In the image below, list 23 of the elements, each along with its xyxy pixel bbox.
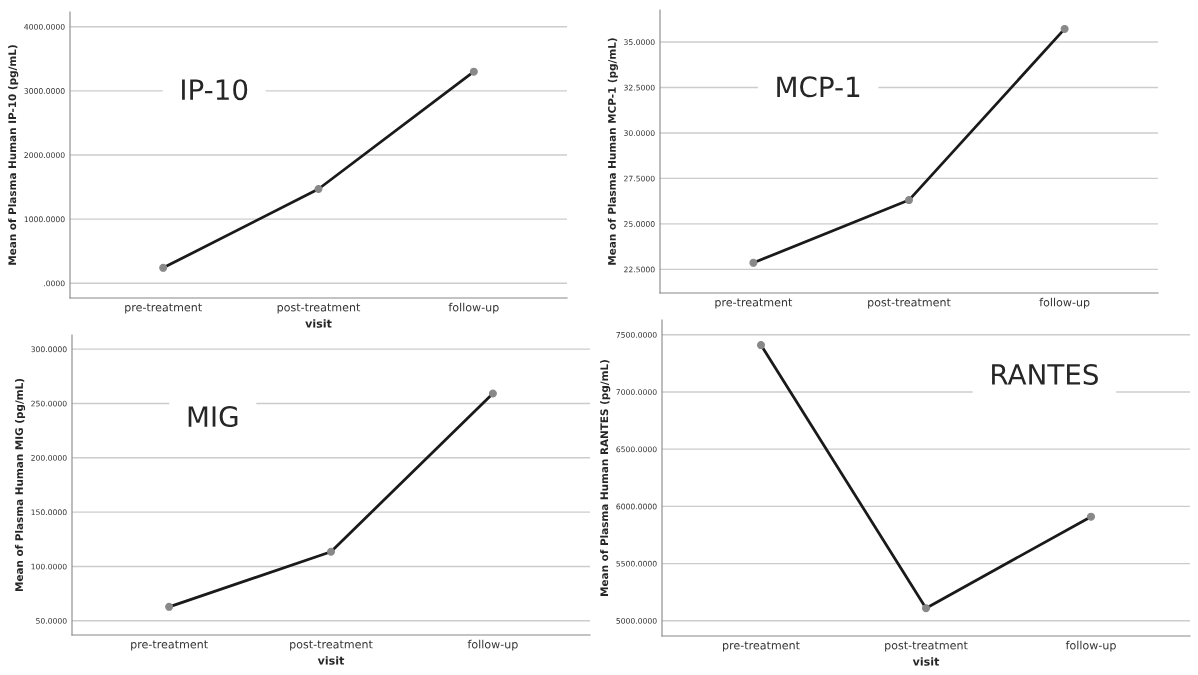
y-axis-title: Mean of Plasma Human MCP-1 (pg/mL) bbox=[607, 38, 618, 265]
y-axis-title: Mean of Plasma Human MIG (pg/mL) bbox=[14, 378, 26, 592]
x-tick-label: post-treatment bbox=[868, 298, 951, 309]
x-tick-label: post-treatment bbox=[885, 641, 968, 652]
x-tick-label: follow-up bbox=[1065, 640, 1116, 652]
x-tick-label: pre-treatment bbox=[723, 641, 800, 652]
x-axis-title: visit bbox=[305, 319, 332, 328]
x-tick-label: pre-treatment bbox=[131, 640, 208, 651]
annotation: MIG bbox=[188, 406, 238, 428]
x-tick-label: follow-up bbox=[467, 639, 518, 651]
x-tick-label: post-treatment bbox=[277, 303, 361, 314]
annotation: IP-10 bbox=[182, 79, 248, 101]
annotation: RANTES bbox=[992, 363, 1098, 385]
x-tick-label: pre-treatment bbox=[125, 303, 202, 314]
y-axis-title: Mean of Plasma Human IP-10 (pg/mL) bbox=[8, 45, 19, 265]
x-axis-title: visit bbox=[912, 657, 940, 666]
x-tick-label: post-treatment bbox=[290, 640, 373, 651]
x-axis-title: visit bbox=[317, 656, 345, 665]
annotation: MCP-1 bbox=[777, 76, 860, 98]
x-tick-label: follow-up bbox=[448, 302, 499, 314]
x-tick-label: pre-treatment bbox=[715, 298, 793, 309]
y-axis-title: Mean of Plasma Human RANTES (pg/mL) bbox=[600, 360, 611, 596]
x-tick-label: follow-up bbox=[1039, 297, 1090, 309]
